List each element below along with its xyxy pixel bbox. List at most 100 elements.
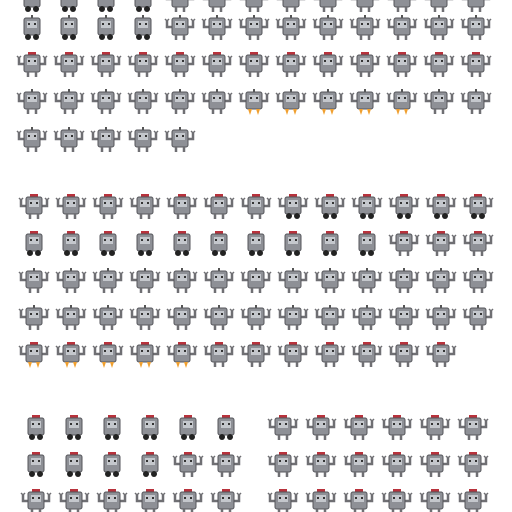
robot-sprite (134, 489, 166, 512)
robot-antenna (255, 305, 257, 309)
robot-sprite (25, 231, 43, 256)
robot-eye (108, 497, 110, 499)
robot-wheel (99, 6, 105, 12)
robot-face (101, 58, 111, 65)
robot-eye (184, 497, 186, 499)
robot-wheel (479, 213, 485, 219)
robot-face (177, 348, 187, 355)
robot-face (436, 200, 446, 207)
robot-leg (322, 35, 334, 40)
robot-claw (462, 308, 494, 313)
robot-eye (285, 497, 287, 499)
robot-sprite (172, 452, 204, 477)
robot-wheel (29, 434, 35, 440)
robot-eye (293, 60, 295, 62)
robot-antenna (31, 15, 33, 19)
robot-antenna (327, 15, 329, 19)
robot-hat (355, 452, 363, 456)
robot-eye (178, 350, 180, 352)
robot-leg (435, 251, 447, 256)
robot-sprite (60, 0, 78, 12)
robot-sprite (141, 415, 159, 440)
robot-face (183, 458, 193, 465)
robot-sprite (92, 342, 124, 368)
robot-claw (314, 308, 346, 313)
robot-sprite (277, 268, 309, 293)
robot-hat (431, 489, 439, 493)
robot-wheel (368, 250, 374, 256)
robot-hat (184, 489, 192, 493)
robot-leg (174, 7, 186, 12)
robot-claw (425, 308, 457, 313)
robot-claw (351, 345, 383, 350)
robot-sprite (388, 231, 420, 256)
robot-sprite (210, 489, 242, 512)
robot-eye (355, 423, 357, 425)
robot-sprite (321, 231, 339, 256)
robot-sprite (97, 0, 115, 12)
robot-wheel (181, 434, 187, 440)
robot-claw (425, 271, 457, 276)
robot-leg (467, 435, 479, 440)
robot-antenna (31, 89, 33, 93)
robot-sprite (60, 15, 78, 40)
robot-claw (457, 455, 489, 460)
robot-eye (478, 60, 480, 62)
robot-eye (215, 313, 217, 315)
robot-eye (36, 350, 38, 352)
robot-hat (178, 231, 186, 235)
robot-antenna (403, 305, 405, 309)
robot-claw (90, 92, 122, 97)
robot-claw (388, 197, 420, 202)
robot-face (31, 421, 41, 428)
robot-eye (178, 276, 180, 278)
robot-leg (433, 35, 445, 40)
robot-sprite (351, 305, 383, 330)
robot-hat (30, 194, 38, 198)
robot-claw (460, 55, 492, 60)
robot-arm (241, 348, 271, 356)
robot-eye (108, 97, 110, 99)
robot-sprite (312, 15, 344, 40)
robot-leg (250, 214, 262, 219)
robot-leg (211, 109, 223, 114)
robot-wheel (144, 6, 150, 12)
robot-eye (361, 460, 363, 462)
robot-eye (437, 423, 439, 425)
robot-leg (63, 109, 75, 114)
robot-arm (241, 274, 271, 282)
robot-claw (240, 308, 272, 313)
robot-eye (219, 97, 221, 99)
robot-arm (352, 274, 382, 282)
robot-eye (221, 313, 223, 315)
robot-sprite (164, 127, 196, 152)
robot-claw (164, 130, 196, 135)
robot-arm (202, 58, 232, 66)
robot-arm (463, 311, 493, 319)
robot-eye (102, 97, 104, 99)
robot-arm (17, 58, 47, 66)
robot-hat (102, 52, 110, 56)
robot-eye (258, 202, 260, 204)
robot-antenna (68, 89, 70, 93)
robot-jet (28, 362, 40, 368)
robot-face (430, 495, 440, 502)
robot-wheel (397, 213, 403, 219)
robot-face (323, 21, 333, 28)
robot-claw (18, 345, 50, 350)
robot-arm (128, 58, 158, 66)
robot-sprite (55, 342, 87, 368)
robot-face (399, 348, 409, 355)
robot-leg (26, 147, 38, 152)
robot-hat (30, 342, 38, 346)
robot-eye (139, 97, 141, 99)
robot-eye (182, 97, 184, 99)
robot-eye (258, 313, 260, 315)
robot-face (177, 274, 187, 281)
robot-eye (472, 60, 474, 62)
robot-arm (458, 458, 488, 466)
robot-claw (349, 55, 381, 60)
robot-face (140, 348, 150, 355)
robot-eye (176, 135, 178, 137)
robot-arm (424, 58, 454, 66)
